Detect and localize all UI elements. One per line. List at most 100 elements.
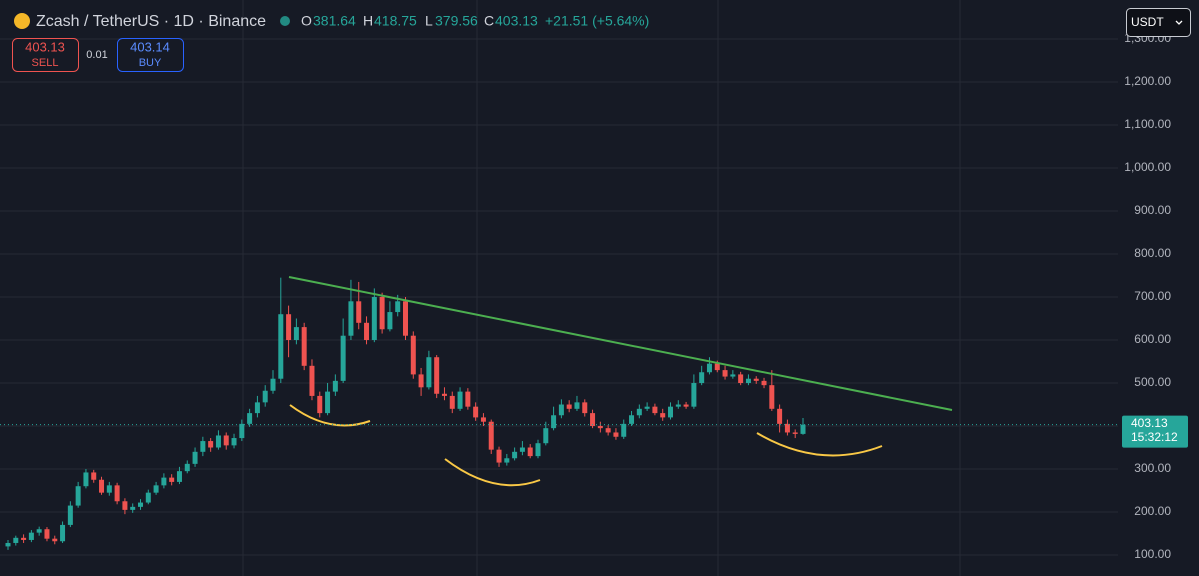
candle-body (496, 449, 502, 463)
y-tick-label: 500.00 (1134, 375, 1171, 389)
candle-body (254, 402, 260, 414)
candle-body (738, 374, 744, 384)
candle-body (644, 406, 650, 409)
candle-body (317, 395, 323, 414)
candle-body (683, 404, 689, 407)
candle-body (52, 538, 58, 542)
y-tick-label: 1,000.00 (1124, 160, 1171, 174)
ohlc-value: 418.75 (374, 13, 417, 29)
candle-body (161, 477, 167, 486)
candle-body (83, 472, 89, 487)
candle-body (434, 357, 440, 394)
candle-body (566, 404, 572, 409)
candle-body (784, 423, 790, 433)
candle-body (208, 441, 214, 448)
candle-body (28, 532, 34, 540)
candle-body (769, 385, 775, 409)
candle-body (153, 485, 159, 493)
candle-body (527, 447, 533, 457)
candle-body (652, 406, 658, 414)
candle-body (239, 423, 245, 439)
price-tag: 403.13 15:32:12 (1122, 415, 1188, 448)
candle-body (535, 443, 541, 457)
candle-body (192, 451, 198, 464)
buy-button[interactable] (117, 38, 184, 72)
candle-body (138, 502, 143, 507)
candle-body (13, 537, 19, 543)
buy-label[interactable]: BUY (139, 57, 162, 69)
candle-body (410, 335, 416, 375)
candle-body (5, 542, 11, 547)
ohlc-value: 379.56 (435, 13, 478, 29)
y-tick-label: 800.00 (1134, 246, 1171, 260)
candle-body (200, 441, 206, 452)
candle-body (753, 378, 759, 381)
candle-body (122, 501, 128, 510)
coin-logo (14, 13, 30, 29)
horizontal-grid (0, 38, 1118, 556)
y-tick-label: 1,200.00 (1124, 74, 1171, 88)
candle-body (668, 406, 673, 418)
candle-body (426, 357, 432, 388)
candle-body (106, 485, 112, 493)
symbol-title: Zcash / TetherUS · 1D · Binance (36, 13, 266, 30)
ohlc-label: O (301, 13, 312, 29)
candle-body (441, 393, 447, 396)
candle-body (278, 314, 284, 379)
candle-body (356, 301, 362, 323)
candle-body (457, 391, 463, 409)
status-dot (280, 16, 290, 26)
candle-body (21, 537, 27, 540)
candle-body (730, 374, 736, 377)
price-tag-time: 15:32:12 (1131, 430, 1178, 444)
candle-body (44, 529, 50, 539)
currency-select[interactable] (1126, 8, 1191, 37)
candle-body (418, 374, 424, 388)
candle-body (301, 327, 307, 366)
candle-body (597, 426, 603, 429)
candle-body (473, 406, 479, 418)
buy-price[interactable]: 403.14 (130, 39, 170, 54)
candle-body (706, 363, 712, 373)
candle-body (91, 472, 97, 480)
y-tick-label: 200.00 (1134, 504, 1171, 518)
candles (5, 277, 806, 550)
candle-body (551, 415, 557, 429)
ohlc-label: L (425, 13, 433, 29)
sell-button[interactable] (12, 38, 79, 72)
candle-body (504, 458, 510, 463)
candle-body (519, 447, 525, 452)
candle-body (403, 301, 408, 336)
chevron[interactable] (1175, 20, 1183, 25)
candle-body (582, 402, 588, 414)
candle-body (629, 415, 635, 424)
candle-body (262, 390, 268, 403)
candle-body (574, 402, 580, 409)
sell-price[interactable]: 403.13 (25, 39, 65, 54)
candle-body (480, 417, 486, 422)
candle-body (293, 327, 299, 341)
candle-body (465, 391, 471, 407)
candle-body (176, 471, 182, 482)
sell-label[interactable]: SELL (32, 57, 59, 69)
price-axis: 100.00200.00300.00400.00500.00600.00700.… (1124, 31, 1171, 561)
candle-body (169, 477, 175, 482)
candle-body (722, 370, 728, 377)
candle-body (590, 413, 596, 427)
candle-body (130, 506, 136, 510)
candle-body (379, 297, 385, 330)
currency-label[interactable]: USDT (1131, 15, 1164, 29)
ohlc-label: C (484, 13, 494, 29)
candle-body (745, 378, 751, 384)
candle-body (800, 424, 806, 434)
candle-body (99, 479, 105, 493)
y-tick-label: 100.00 (1134, 547, 1171, 561)
candle-body (215, 435, 221, 448)
candle-body (332, 380, 338, 392)
y-tick-label: 700.00 (1134, 289, 1171, 303)
candle-body (114, 485, 120, 502)
y-tick-label: 600.00 (1134, 332, 1171, 346)
candle-body (325, 391, 331, 414)
candle-body (512, 451, 518, 459)
